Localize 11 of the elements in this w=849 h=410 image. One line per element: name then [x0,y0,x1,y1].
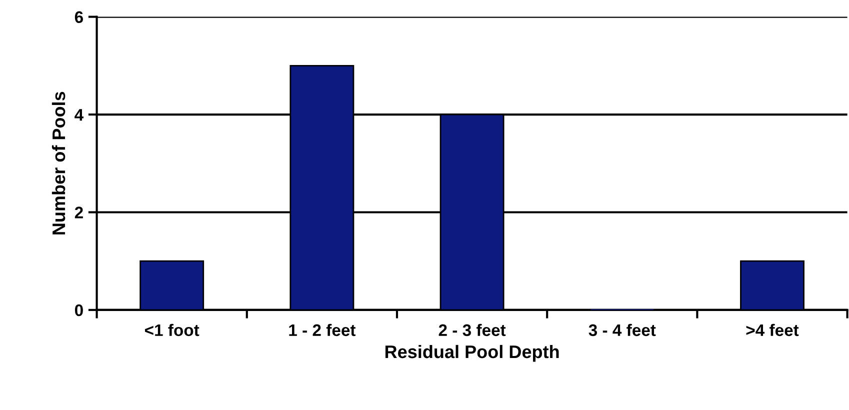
x-tick-label: <1 foot [144,324,200,336]
y-axis-title: Number of Pools [52,92,66,234]
x-tick-label: 2 - 3 feet [438,324,506,336]
y-tick-label: 0 [74,304,83,316]
x-axis-title: Residual Pool Depth [385,344,559,362]
y-tick-label: 4 [74,109,84,121]
x-tick-label: 1 - 2 feet [289,324,356,336]
y-tick-label: 6 [74,11,83,24]
x-tick-label: >4 feet [746,324,799,336]
x-tick-label: 3 - 4 feet [588,324,656,336]
y-tick-label: 2 [74,206,83,218]
